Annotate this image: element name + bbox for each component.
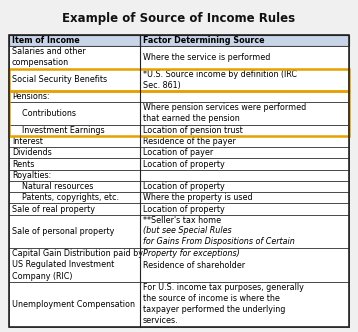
Text: Residence of shareholder: Residence of shareholder [143,261,245,270]
Text: Capital Gain Distribution paid by
US Regulated Investment
Company (RIC): Capital Gain Distribution paid by US Reg… [12,249,143,281]
Text: Royalties:: Royalties: [12,171,51,180]
Text: Interest: Interest [12,137,43,146]
Text: Social Security Benefits: Social Security Benefits [12,75,107,84]
Bar [9,35,349,327]
Bar [140,192,349,204]
Text: Factor Determining Source: Factor Determining Source [143,36,264,45]
Text: Pensions:: Pensions: [12,92,49,101]
Bar [9,91,140,102]
Bar [9,158,140,170]
Text: Salaries and other
compensation: Salaries and other compensation [12,47,86,67]
Bar [140,204,349,215]
Text: Location of pension trust: Location of pension trust [143,126,242,135]
Bar [140,282,349,327]
Text: (but see Special Rules
for Gains From Dispositions of Certain
Property for excep: (but see Special Rules for Gains From Di… [143,226,295,258]
Text: Where the property is used: Where the property is used [143,193,252,202]
Bar [140,248,349,282]
Bar [9,35,140,46]
Text: **Seller's tax home: **Seller's tax home [143,216,223,225]
Bar [140,69,349,91]
Text: Patents, copyrights, etc.: Patents, copyrights, etc. [12,193,119,202]
Bar [9,125,140,136]
Bar [9,136,140,147]
Bar [9,46,140,69]
Text: Residence of the payer: Residence of the payer [143,137,236,146]
Bar [9,170,140,181]
Text: Location of payer: Location of payer [143,148,213,157]
Bar [9,215,140,248]
Text: Natural resources: Natural resources [12,182,93,191]
Text: Location of property: Location of property [143,160,224,169]
Text: Where the service is performed: Where the service is performed [143,53,270,62]
Bar [140,147,349,158]
Bar [9,248,140,282]
Bar [9,91,349,136]
Text: Unemployment Compensation: Unemployment Compensation [12,300,135,309]
Bar [140,136,349,147]
Text: Sale of real property: Sale of real property [12,205,95,213]
Text: Sale of personal property: Sale of personal property [12,227,114,236]
Bar [9,147,140,158]
Text: Example of Source of Income Rules: Example of Source of Income Rules [62,12,296,25]
Bar [9,192,140,204]
Bar [140,170,349,181]
Bar [140,125,349,136]
Bar [9,69,140,91]
Bar [140,215,349,248]
Text: Where pension services were performed
that earned the pension: Where pension services were performed th… [143,103,306,124]
Bar [9,204,140,215]
Bar [140,181,349,192]
Bar [9,181,140,192]
Text: Dividends: Dividends [12,148,52,157]
Text: *U.S. Source income by definition (IRC
Sec. 861): *U.S. Source income by definition (IRC S… [143,70,297,90]
Text: Rents: Rents [12,160,34,169]
Text: Location of property: Location of property [143,205,224,213]
Bar [140,158,349,170]
Text: Investment Earnings: Investment Earnings [12,126,105,135]
Bar [9,69,349,91]
Bar [140,102,349,125]
Bar [9,282,140,327]
Text: Contributions: Contributions [12,109,76,118]
Text: Item of Income: Item of Income [12,36,79,45]
Text: For U.S. income tax purposes, generally
the source of income is where the
taxpay: For U.S. income tax purposes, generally … [143,283,304,325]
Bar [140,91,349,102]
Bar [9,102,140,125]
Bar [140,35,349,46]
Text: Location of property: Location of property [143,182,224,191]
Bar [140,46,349,69]
